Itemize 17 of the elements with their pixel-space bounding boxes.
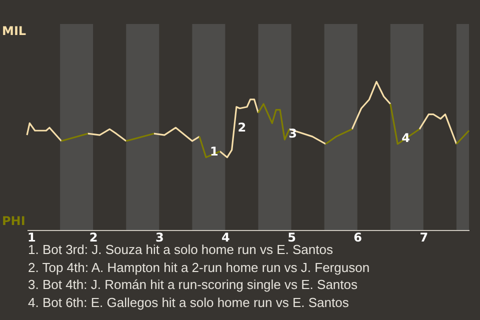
text: 2. Top 4th: A. Hampton hit a 2-run home run vs J. Ferguson — [28, 258, 370, 276]
text: MIL — [2, 24, 26, 38]
text: 1. Bot 3rd: J. Souza hit a solo home run vs E. Santos — [28, 242, 333, 257]
annotation: 1 — [210, 144, 218, 158]
text: PHI — [2, 214, 26, 228]
x-tick-label: 4 — [222, 230, 230, 244]
x-tick-label: 3 — [155, 230, 164, 244]
text: 3. Bot 4th: J. Román hit a run-scoring single vs E. Santos — [28, 276, 358, 294]
x-tick-label: 5 — [288, 230, 296, 244]
x-tick-label: 7 — [420, 230, 428, 244]
annotation: 2 — [238, 120, 246, 135]
x-tick-label: 6 — [354, 230, 362, 244]
annotation: 4 — [402, 130, 410, 145]
text: 4. Bot 6th: E. Gallegos hit a solo home run vs E. Santos — [28, 294, 350, 311]
annotation: 3 — [288, 126, 298, 141]
x-tick-label: 1 — [28, 230, 36, 244]
x-tick-label: 2 — [89, 230, 98, 244]
